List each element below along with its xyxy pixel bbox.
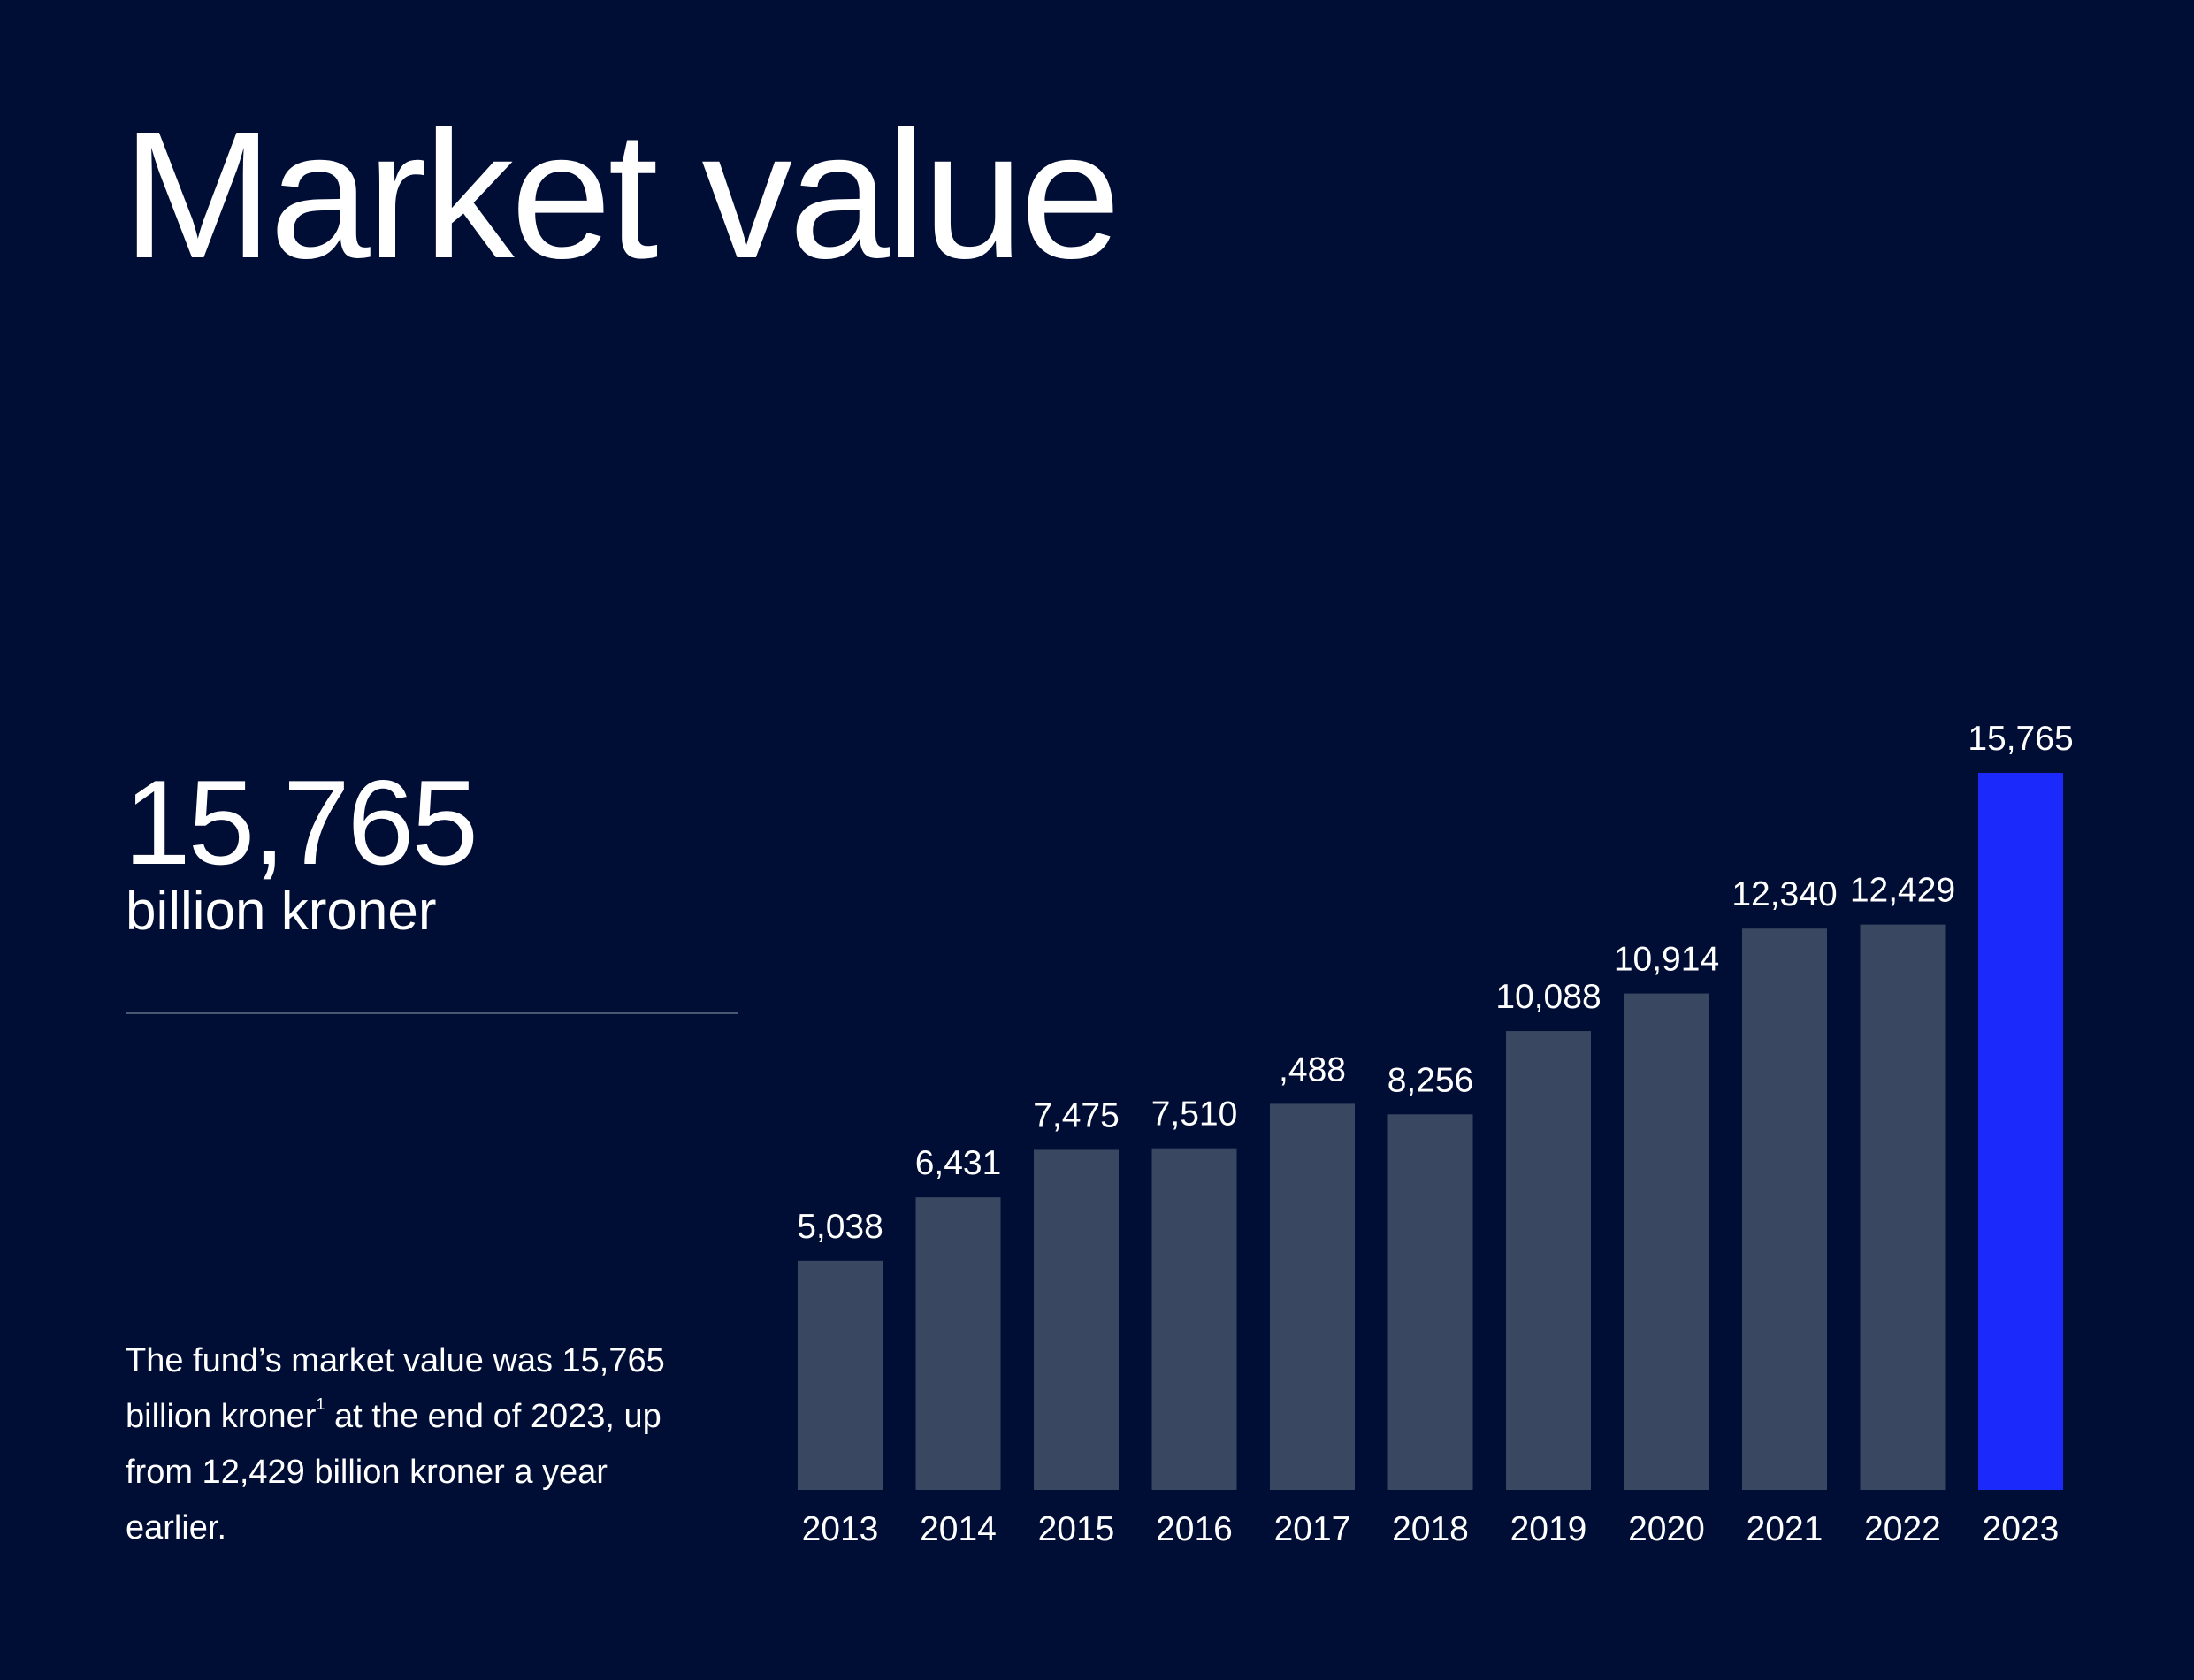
value-label-2020: 10,914 [1614, 941, 1719, 979]
value-label-2018: 8,256 [1387, 1061, 1474, 1099]
x-tick-2023: 2023 [1983, 1510, 2060, 1548]
x-tick-2016: 2016 [1156, 1510, 1233, 1548]
bar-2018 [1387, 1114, 1473, 1490]
bar-2017 [1270, 1103, 1355, 1490]
x-tick-2013: 2013 [802, 1510, 879, 1548]
description-part-2: at the end of 2023, up from 12,429 billi… [126, 1398, 661, 1546]
value-label-2016: 7,510 [1151, 1096, 1238, 1134]
value-label-2013: 5,038 [797, 1208, 883, 1246]
x-axis-tick-labels: 2013 2014 2015 2016 2017 2018 2019 2020 2021 2022… [802, 1510, 2060, 1548]
value-label-2022: 12,429 [1850, 872, 1955, 910]
x-tick-2020: 2020 [1628, 1510, 1705, 1548]
x-tick-2018: 2018 [1392, 1510, 1469, 1548]
x-tick-2022: 2022 [1864, 1510, 1941, 1548]
value-label-2017: ,488 [1279, 1050, 1346, 1088]
divider [126, 1012, 738, 1014]
bar-2016 [1151, 1148, 1237, 1490]
bar-2019 [1506, 1031, 1591, 1490]
x-tick-2019: 2019 [1510, 1510, 1587, 1548]
bar-2015 [1034, 1149, 1119, 1490]
x-tick-2017: 2017 [1274, 1510, 1351, 1548]
value-label-2014: 6,431 [915, 1144, 1002, 1182]
value-label-2021: 12,340 [1732, 875, 1837, 913]
description-part-1: The fund’s market value was 15,765 billi… [126, 1342, 665, 1435]
value-labels-group: 5,038 6,431 7,475 7,510 ,488 8,256 10,088 10,91… [797, 720, 2073, 1246]
bars-group [798, 773, 2063, 1490]
description-text: The fund’s market value was 15,765 billi… [126, 1333, 692, 1556]
bar-2020 [1624, 993, 1709, 1490]
bar-2023 [1978, 773, 2063, 1490]
bar-2022 [1860, 924, 1946, 1490]
footnote-marker: 1 [316, 1395, 325, 1413]
x-tick-2015: 2015 [1038, 1510, 1115, 1548]
value-label-2019: 10,088 [1495, 978, 1601, 1016]
kpi-unit: billion kroner [126, 881, 437, 942]
x-tick-2014: 2014 [920, 1510, 997, 1548]
bar-2021 [1742, 928, 1827, 1490]
page-title: Market value [122, 94, 1121, 296]
x-tick-2021: 2021 [1747, 1510, 1823, 1548]
value-label-2015: 7,475 [1033, 1096, 1120, 1134]
bar-2013 [798, 1260, 883, 1490]
bar-2014 [915, 1197, 1001, 1490]
kpi-value: 15,765 [124, 755, 478, 890]
value-label-2023: 15,765 [1968, 720, 2073, 758]
